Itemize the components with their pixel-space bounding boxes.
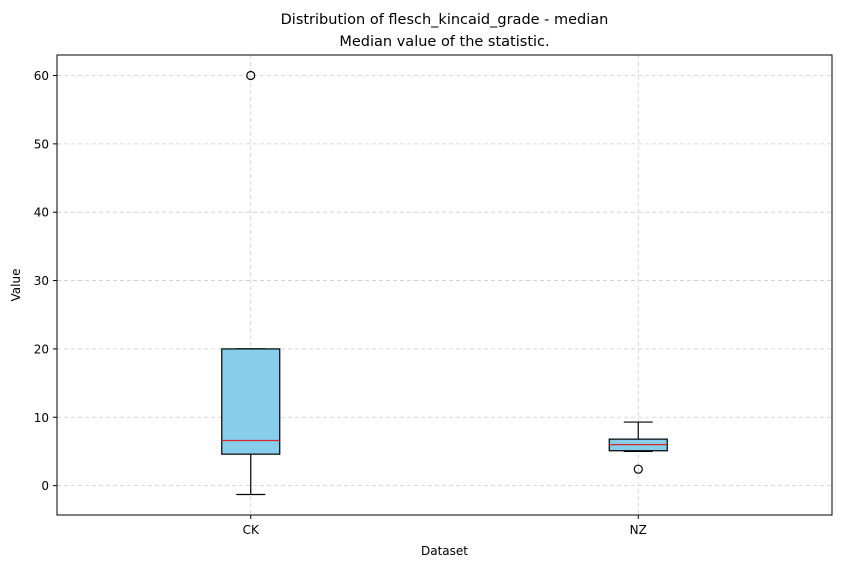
y-tick-label: 50 [34, 137, 49, 151]
grid-lines [57, 55, 832, 515]
y-tick-label: 0 [41, 479, 49, 493]
outlier-point [633, 464, 643, 474]
plot-area-frame [56, 54, 833, 516]
y-tick-label: 10 [34, 411, 49, 425]
chart-subtitle: Median value of the statistic. [339, 34, 549, 50]
box-plots [221, 70, 668, 496]
y-tick-label: 30 [34, 274, 49, 288]
y-tick-label: 20 [34, 342, 49, 356]
x-axis-title: Dataset [421, 544, 468, 558]
y-tick-label: 60 [34, 69, 49, 83]
box-nz [608, 421, 668, 474]
y-axis-title: Value [9, 269, 23, 302]
x-tick-label: CK [243, 523, 260, 537]
chart-title: Distribution of flesch_kincaid_grade - m… [281, 12, 609, 28]
outlier-point [246, 70, 256, 81]
box-ck [221, 70, 281, 496]
iqr-box [221, 348, 281, 455]
axis-ticks: 0 10 20 30 40 50 60 CK NZ [34, 69, 647, 537]
y-tick-label: 40 [34, 206, 49, 220]
x-tick-label: NZ [630, 523, 647, 537]
